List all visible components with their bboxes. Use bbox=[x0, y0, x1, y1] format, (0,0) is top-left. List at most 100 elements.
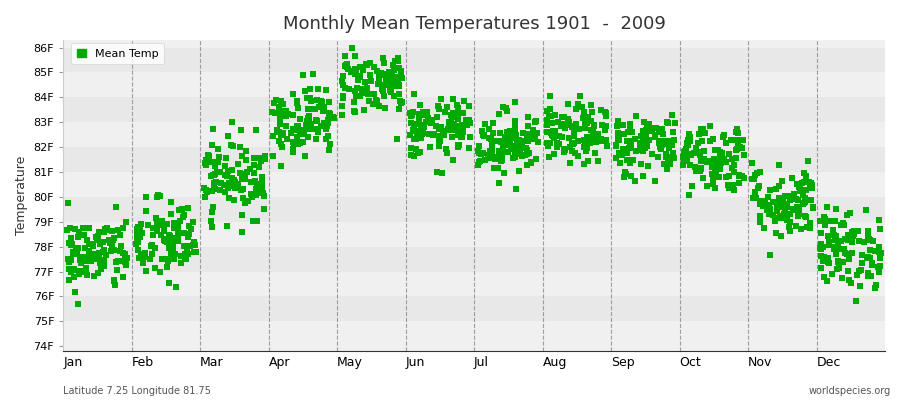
Point bbox=[110, 267, 124, 274]
Point bbox=[292, 116, 307, 122]
Point bbox=[545, 128, 560, 134]
Point bbox=[404, 119, 419, 126]
Point bbox=[188, 242, 202, 248]
Point bbox=[249, 181, 264, 187]
Point bbox=[62, 259, 77, 265]
Point bbox=[747, 176, 761, 182]
Point bbox=[446, 114, 460, 120]
Point bbox=[652, 129, 667, 136]
Point bbox=[347, 108, 362, 114]
Point bbox=[598, 110, 613, 116]
Point bbox=[616, 146, 630, 152]
Point bbox=[228, 185, 242, 192]
Point bbox=[578, 125, 592, 132]
Point bbox=[477, 132, 491, 138]
Point bbox=[104, 228, 119, 234]
Point bbox=[164, 251, 178, 257]
Point bbox=[413, 148, 428, 155]
Point bbox=[681, 151, 696, 158]
Point bbox=[347, 66, 362, 72]
Point bbox=[708, 158, 723, 164]
Point bbox=[236, 186, 250, 192]
Point bbox=[135, 230, 149, 236]
Point bbox=[182, 223, 196, 229]
Point bbox=[872, 244, 886, 250]
Point bbox=[823, 218, 837, 224]
Point bbox=[455, 134, 470, 140]
Point bbox=[566, 127, 580, 133]
Point bbox=[814, 230, 829, 236]
Point bbox=[164, 211, 178, 217]
Point bbox=[814, 265, 828, 271]
Point bbox=[107, 234, 122, 241]
Point bbox=[243, 166, 257, 172]
Point bbox=[531, 139, 545, 145]
Point bbox=[799, 224, 814, 230]
Point bbox=[472, 158, 486, 165]
Point bbox=[476, 149, 491, 156]
Point bbox=[757, 203, 771, 209]
Point bbox=[114, 243, 129, 249]
Point bbox=[540, 117, 554, 124]
Point bbox=[697, 156, 711, 162]
Legend: Mean Temp: Mean Temp bbox=[71, 43, 164, 64]
Point bbox=[838, 250, 852, 256]
Point bbox=[138, 250, 152, 256]
Point bbox=[624, 138, 638, 145]
Point bbox=[203, 218, 218, 224]
Point bbox=[768, 216, 782, 223]
Point bbox=[485, 151, 500, 158]
Point bbox=[274, 113, 288, 120]
Point bbox=[296, 72, 310, 78]
Point bbox=[351, 77, 365, 84]
Point bbox=[256, 206, 271, 212]
Point bbox=[599, 113, 614, 119]
Point bbox=[745, 159, 760, 166]
Point bbox=[314, 99, 328, 105]
Point bbox=[717, 156, 732, 162]
Point bbox=[387, 76, 401, 83]
Point bbox=[436, 170, 450, 176]
Point bbox=[749, 195, 763, 202]
Point bbox=[486, 130, 500, 136]
Point bbox=[792, 206, 806, 213]
Point bbox=[374, 70, 389, 76]
Point bbox=[717, 132, 732, 138]
Point bbox=[175, 206, 189, 212]
Point bbox=[520, 147, 535, 154]
Point bbox=[665, 112, 680, 118]
Point bbox=[304, 98, 319, 104]
Point bbox=[364, 78, 378, 84]
Point bbox=[791, 197, 806, 203]
Point bbox=[820, 204, 834, 210]
Point bbox=[572, 101, 586, 107]
Point bbox=[62, 239, 77, 246]
Point bbox=[544, 120, 559, 127]
Point bbox=[680, 137, 695, 144]
Point bbox=[66, 251, 80, 258]
Point bbox=[184, 226, 199, 232]
Point bbox=[713, 152, 727, 159]
Point bbox=[642, 125, 656, 132]
Point bbox=[143, 243, 157, 249]
Point bbox=[322, 113, 337, 119]
Point bbox=[821, 255, 835, 262]
Point bbox=[779, 202, 794, 208]
Point bbox=[587, 122, 601, 128]
Point bbox=[841, 211, 855, 218]
Point bbox=[395, 75, 410, 81]
Point bbox=[860, 255, 875, 261]
Point bbox=[199, 162, 213, 168]
Point bbox=[871, 264, 886, 270]
Point bbox=[241, 198, 256, 205]
Point bbox=[130, 247, 145, 253]
Point bbox=[679, 158, 693, 164]
Point bbox=[394, 100, 409, 106]
Point bbox=[500, 108, 514, 114]
Point bbox=[336, 73, 350, 79]
Point bbox=[845, 250, 859, 256]
Point bbox=[347, 88, 362, 94]
Point bbox=[92, 228, 106, 235]
Point bbox=[253, 188, 267, 195]
Point bbox=[197, 184, 211, 191]
